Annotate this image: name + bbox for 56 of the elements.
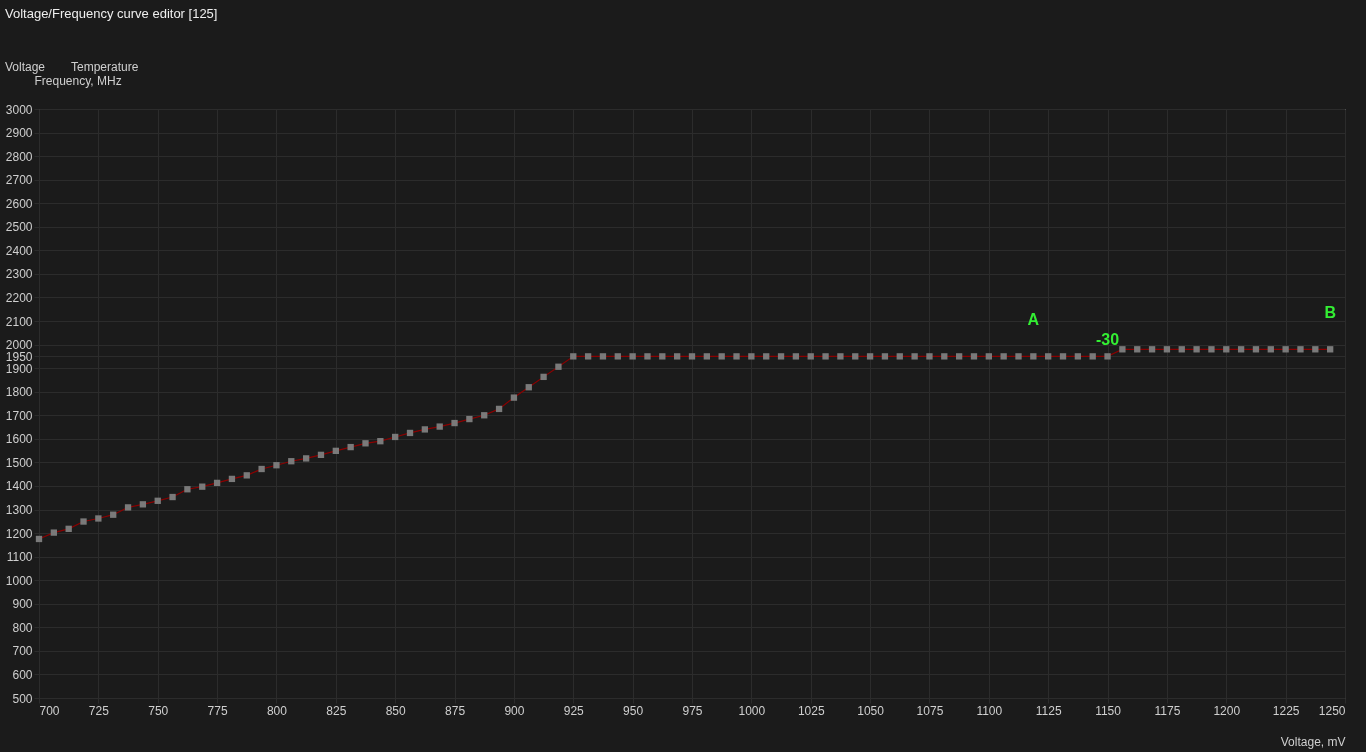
x-tick-label: 850 — [385, 703, 407, 718]
y-tick-label: 2300 — [5, 267, 33, 282]
y-tick-label: 2100 — [5, 314, 33, 329]
annotation: A — [1027, 311, 1040, 329]
x-tick-label: 925 — [563, 703, 585, 718]
y-tick-label: 1400 — [5, 479, 33, 494]
x-tick-label: 975 — [682, 703, 703, 718]
y-tick-label: 700 — [12, 644, 33, 659]
x-tick-label: 1150 — [1095, 703, 1122, 718]
y-tick-label: 1000 — [5, 573, 33, 588]
x-tick-label: 1100 — [976, 703, 1003, 718]
text: Voltage — [5, 60, 46, 74]
x-tick-label: 1175 — [1154, 703, 1181, 718]
y-tick-label: 1700 — [5, 408, 33, 423]
x-tick-label: 750 — [148, 703, 169, 718]
y-tick-label: 600 — [12, 667, 33, 682]
chart-title: Voltage/Frequency curve editor [125] — [5, 6, 218, 21]
x-tick-label: 825 — [326, 703, 347, 718]
y-tick-label: 2600 — [5, 196, 33, 211]
y-tick-label: 1800 — [5, 385, 33, 400]
x-tick-label: 1075 — [916, 703, 944, 718]
x-tick-label: 725 — [88, 703, 110, 718]
y-tick-label: 900 — [12, 597, 33, 612]
x-tick-label: 900 — [504, 703, 525, 718]
y-axis-title: Frequency, MHz — [34, 73, 122, 88]
x-axis-title: Voltage, mV — [1280, 734, 1346, 749]
x-tick-label: 950 — [623, 703, 644, 718]
y-tick-label: 1500 — [5, 455, 33, 470]
text: Temperature — [71, 60, 139, 74]
y-tick-label: 1200 — [5, 526, 33, 541]
y-tick-label: 2700 — [5, 173, 33, 188]
x-tick-label: 800 — [266, 703, 288, 718]
y-tick-label: 1100 — [6, 550, 33, 565]
y-tick-label: 2900 — [5, 126, 33, 141]
annotation: B — [1324, 304, 1336, 322]
y-tick-label: 500 — [12, 691, 33, 706]
y-tick-label: 2800 — [5, 149, 33, 164]
x-tick-label: 1250 — [1318, 703, 1346, 718]
y-tick-label: 800 — [12, 620, 33, 635]
y-tick-label: 1600 — [5, 432, 33, 447]
y-tick-label: 2500 — [5, 220, 33, 235]
y-tick-label: 3000 — [5, 102, 33, 117]
x-tick-label: 1025 — [797, 703, 825, 718]
x-tick-label: 775 — [207, 703, 228, 718]
x-tick-label: 700 — [39, 703, 60, 718]
y-tick-label: 2200 — [5, 290, 33, 305]
y-tick-label: 1900 — [5, 361, 33, 376]
y-tick-label: 2400 — [5, 243, 33, 258]
y-tick-label: 1300 — [5, 503, 33, 518]
x-tick-label: 1125 — [1035, 703, 1062, 718]
x-tick-label: 1225 — [1272, 703, 1300, 718]
annotation: -30 — [1095, 331, 1120, 349]
x-tick-label: 1200 — [1213, 703, 1241, 718]
x-tick-label: 875 — [445, 703, 466, 718]
x-tick-label: 1000 — [738, 703, 766, 718]
x-tick-label: 1050 — [857, 703, 885, 718]
